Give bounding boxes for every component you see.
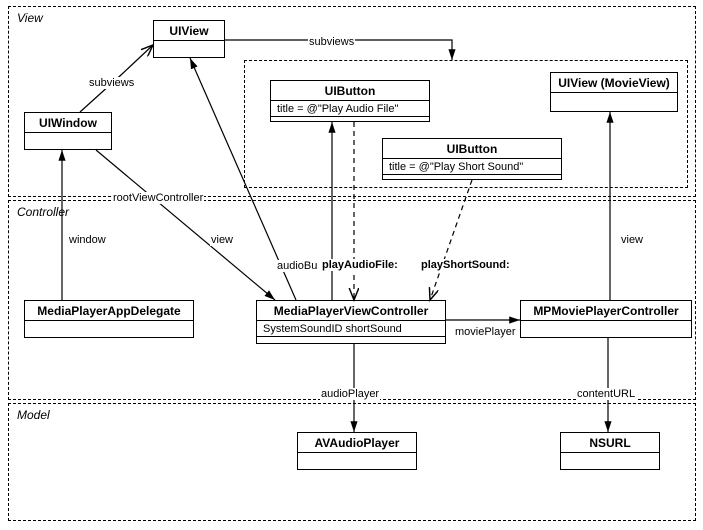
class-avplayer-title: AVAudioPlayer bbox=[298, 433, 416, 453]
class-uiview: UIView bbox=[153, 20, 225, 58]
class-movieview-title: UIView (MovieView) bbox=[551, 73, 677, 93]
class-uibutton-sound: UIButton title = @"Play Short Sound" bbox=[382, 138, 562, 180]
class-uibutton-sound-title: UIButton bbox=[383, 139, 561, 159]
section-view-label: View bbox=[17, 11, 43, 25]
class-movieview: UIView (MovieView) bbox=[550, 72, 678, 112]
edge-label-e3: window bbox=[68, 234, 107, 246]
class-uiwindow-title: UIWindow bbox=[25, 113, 111, 133]
class-mvc-attr: SystemSoundID shortSound bbox=[257, 321, 445, 337]
class-uibutton-audio-title: UIButton bbox=[271, 81, 429, 101]
edge-label-e12: contentURL bbox=[576, 388, 636, 400]
edge-label-e4: rootViewController bbox=[112, 192, 204, 204]
class-appdelegate-title: MediaPlayerAppDelegate bbox=[25, 301, 193, 321]
class-mpctrl-title: MPMoviePlayerController bbox=[521, 301, 691, 321]
section-model-label: Model bbox=[17, 408, 50, 422]
edge-label-e10: view bbox=[620, 234, 644, 246]
edge-label-e1: subviews bbox=[88, 77, 135, 89]
edge-label-e7: playAudioFile: bbox=[321, 259, 399, 271]
class-uibutton-sound-attr: title = @"Play Short Sound" bbox=[383, 159, 561, 175]
class-mvc: MediaPlayerViewController SystemSoundID … bbox=[256, 300, 446, 344]
class-uiview-title: UIView bbox=[154, 21, 224, 41]
class-uibutton-audio: UIButton title = @"Play Audio File" bbox=[270, 80, 430, 122]
edge-label-e6: audioBu bbox=[276, 260, 318, 272]
class-nsurl-title: NSURL bbox=[561, 433, 659, 453]
class-uibutton-audio-attr: title = @"Play Audio File" bbox=[271, 101, 429, 117]
class-uiwindow: UIWindow bbox=[24, 112, 112, 150]
class-mpctrl: MPMoviePlayerController bbox=[520, 300, 692, 338]
section-controller-label: Controller bbox=[17, 205, 69, 219]
edge-label-e8: playShortSound: bbox=[420, 259, 511, 271]
edge-label-e5: view bbox=[210, 234, 234, 246]
edge-label-e2: subviews bbox=[308, 36, 355, 48]
class-avplayer: AVAudioPlayer bbox=[297, 432, 417, 470]
class-nsurl: NSURL bbox=[560, 432, 660, 470]
edge-label-e9: moviePlayer bbox=[454, 326, 517, 338]
edge-label-e11: audioPlayer bbox=[320, 388, 380, 400]
class-mvc-title: MediaPlayerViewController bbox=[257, 301, 445, 321]
class-appdelegate: MediaPlayerAppDelegate bbox=[24, 300, 194, 338]
